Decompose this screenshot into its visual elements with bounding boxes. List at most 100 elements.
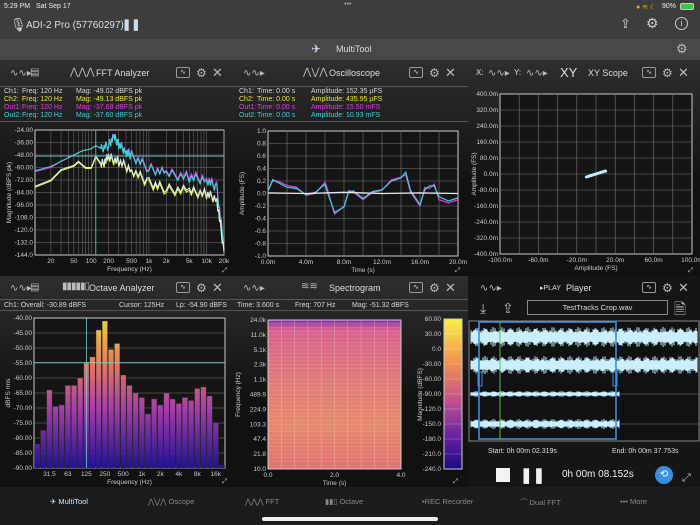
close-icon[interactable]: ✕ (445, 65, 456, 80)
y-source-icon[interactable]: ∿∿▸ (526, 68, 548, 79)
octave-bar (120, 374, 127, 469)
expand-icon: ⤢ (222, 478, 228, 485)
chart-view-icon[interactable]: ∿ (642, 67, 656, 78)
mag-value: Mag: -49.02 dBFS pk (76, 88, 143, 95)
colorbar-tick-label: -90.00 (423, 391, 442, 398)
x-tick-label: 50 (70, 258, 78, 265)
expand-icon[interactable]: ⤢ (682, 472, 691, 484)
octave-bar (65, 385, 71, 469)
y-tick-label: -55.00 (14, 360, 33, 367)
fft-chart[interactable]: -24.00 -36.00 -48.00 -60.00 -72.00 -84.00 -96.… (0, 122, 235, 275)
waveform-view[interactable] (468, 320, 700, 442)
amp-value: Amplitude: 10.93 mFS (311, 112, 381, 119)
y-tick-label: -108.0 (15, 215, 34, 222)
file-info-icon[interactable]: 🗎 (674, 301, 687, 318)
input-source-icon[interactable]: ∿∿▸ (243, 68, 265, 79)
readout-row: Ch1: Freq: 120 Hz Mag: -49.02 dBFS pk (4, 88, 231, 96)
chart-view-icon[interactable]: ∿ (409, 67, 423, 78)
info-icon[interactable]: i (675, 17, 688, 30)
multitasking-dots[interactable]: ••• (344, 1, 352, 8)
pause-button[interactable]: ❚❚ (520, 467, 546, 484)
microphone-icon[interactable]: 🎙︎ (10, 17, 27, 32)
panel-title: Spectrogram (329, 283, 381, 293)
share-icon[interactable]: ⇪ (620, 16, 631, 31)
x-tick-label: -100.0m (488, 257, 512, 264)
octave-bar (71, 385, 77, 469)
oscilloscope-chart[interactable]: 1.0 0.8 0.6 0.4 0.2 0.0 -0.2 -0.4 -0.6 -0.8 -1.00.… (235, 122, 468, 275)
stop-button[interactable] (496, 468, 510, 482)
gear-icon[interactable]: ⚙ (196, 281, 207, 295)
colorbar-label: Magnitude (dBFS) (417, 368, 424, 421)
spectrogram-chart[interactable]: 24.0k 11.0k 5.1k 2.3k 1.1k 489.9 224.9 103.3 47.… (235, 311, 468, 487)
y-tick-label: 0.4 (257, 166, 266, 173)
chart-view-icon[interactable]: ∿ (409, 282, 423, 293)
tab-icon: ⌒ (520, 498, 530, 507)
tab-fft[interactable]: ⋀⋀⋀ FFT (245, 497, 279, 506)
document-icon[interactable]: ▤ (30, 67, 40, 78)
time-value: Time: 0.00 s (257, 96, 296, 103)
y-tick-label: 0.8 (257, 141, 266, 148)
status-bar: 5:29 PM Sat Sep 17 ••• ● ≋ ☾ 90% (0, 0, 700, 13)
loop-button[interactable]: ⟲ (655, 466, 673, 484)
label-value: Ch2: (4, 96, 19, 103)
input-source-icon[interactable]: ∿∿▸ (10, 283, 32, 294)
fft-readouts: Ch1: Freq: 120 Hz Mag: -49.02 dBFS pk Ch2: F… (0, 86, 235, 122)
input-source-icon[interactable]: ∿∿▸ (480, 283, 502, 294)
tab-octave[interactable]: ▮▮▯ Octave (325, 497, 363, 506)
x-tick-label: 2k (157, 471, 165, 478)
chart-view-icon[interactable]: ∿ (176, 282, 190, 293)
y-tick-label: -0.4 (255, 216, 267, 223)
x-source-icon[interactable]: ∿∿▸ (488, 68, 510, 79)
layout-settings-icon[interactable]: ⚙ (676, 41, 688, 56)
x-axis-label: Frequency (Hz) (107, 479, 152, 486)
y-tick-label: 21.8 (253, 451, 266, 458)
tab-recorder[interactable]: •REC Recorder (422, 497, 473, 506)
octave-bar (145, 413, 151, 469)
close-icon[interactable]: ✕ (678, 280, 689, 295)
close-icon[interactable]: ✕ (445, 280, 456, 295)
tab-more[interactable]: ••• More (620, 497, 647, 506)
freq-readout: Freq: 707 Hz (295, 302, 336, 309)
input-source-icon[interactable]: ∿∿▸ (243, 283, 265, 294)
y-tick-label: -75.00 (14, 420, 33, 427)
export-icon[interactable]: ⇪ (502, 300, 514, 316)
y-tick-label: 400.0m (476, 91, 498, 98)
readout-row: Ch2: Time: 0.00 s Amplitude: 435.95 µFS (239, 96, 464, 104)
file-name-field[interactable]: TestTracks Crop.wav (527, 300, 668, 315)
device-name[interactable]: ADI-2 Pro (57760297) (26, 20, 124, 31)
close-icon[interactable]: ✕ (212, 65, 223, 80)
amp-value: Amplitude: 435.95 µFS (311, 96, 383, 103)
import-icon[interactable]: ⤓ (480, 300, 487, 316)
pause-icon[interactable]: ❚❚ (122, 19, 141, 31)
label-value: Out2: (239, 112, 257, 119)
tab-oscope[interactable]: ⋀⋁⋀ Oscope (148, 497, 194, 506)
y-axis-label: Amplitude (FS) (471, 152, 478, 195)
octave-chart[interactable]: -40.00 -45.00 -50.00 -55.00 -60.00 -65.00 -70.… (0, 311, 235, 487)
oscilloscope-icon: ⋀⋁⋀ (303, 67, 328, 78)
close-icon[interactable]: ✕ (678, 65, 689, 80)
x-tick-label: 20 (47, 258, 55, 265)
tab-label: Dual FFT (529, 498, 561, 507)
gear-icon[interactable]: ⚙ (662, 281, 673, 295)
readout-row: Out2: Time: 0.00 s Amplitude: 10.93 mFS (239, 112, 464, 120)
y-tick-label: 47.4 (253, 436, 266, 443)
tab-dual-fft[interactable]: ⌒ Dual FFT (520, 497, 561, 508)
octave-bar (34, 443, 40, 469)
document-icon[interactable]: ▤ (30, 282, 40, 293)
gear-icon[interactable]: ⚙ (429, 281, 440, 295)
y-tick-label: 80.0m (480, 155, 498, 162)
gear-icon[interactable]: ⚙ (662, 66, 673, 80)
input-source-icon[interactable]: ∿∿▸ (10, 68, 32, 79)
gear-icon[interactable]: ⚙ (429, 66, 440, 80)
close-icon[interactable]: ✕ (212, 280, 223, 295)
chart-view-icon[interactable]: ∿ (176, 67, 190, 78)
gear-icon[interactable]: ⚙ (196, 66, 207, 80)
x-source-label: X: (476, 68, 484, 77)
label-value: Out1: (4, 104, 22, 111)
chart-view-icon[interactable]: ∿ (642, 282, 656, 293)
tab-multitool[interactable]: ✈ MultiTool (50, 497, 88, 506)
device-settings-icon[interactable]: ⚙ (646, 15, 659, 31)
xy-chart[interactable]: 400.0m 320.0m 240.0m 160.0m 80.0m 0.0m -80.0m -… (468, 86, 700, 275)
y-tick-label: -1.0 (255, 253, 267, 260)
lp-readout: Lp: -54.90 dBFS (176, 302, 227, 309)
